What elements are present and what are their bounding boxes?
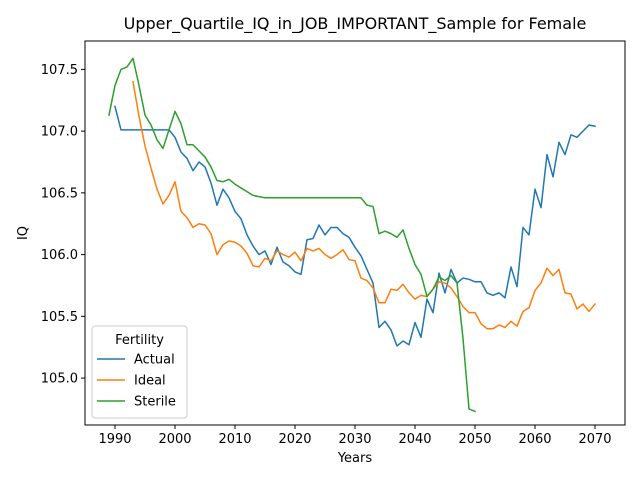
y-tick-label: 107.5 <box>41 63 78 78</box>
y-tick-label: 105.0 <box>41 372 78 387</box>
x-tick-label: 2040 <box>398 432 431 447</box>
x-tick-label: 2060 <box>518 432 551 447</box>
legend-label-sterile: Sterile <box>134 395 176 410</box>
legend-entries: Actual Ideal Sterile <box>97 353 176 410</box>
x-tick-label: 2070 <box>578 432 611 447</box>
legend: Fertility Actual Ideal Sterile <box>91 325 188 419</box>
legend-label-actual: Actual <box>134 353 175 368</box>
series-line-actual <box>114 105 596 347</box>
series-line-sterile <box>108 57 476 413</box>
y-axis-ticks: 105.0 105.5 106.0 106.5 107.0 107.5 <box>41 63 85 387</box>
y-tick-label: 106.5 <box>41 186 78 201</box>
x-tick-label: 2030 <box>338 432 371 447</box>
x-tick-label: 2050 <box>458 432 491 447</box>
x-tick-label: 2020 <box>278 432 311 447</box>
legend-box <box>91 325 188 419</box>
y-tick-label: 105.5 <box>41 310 78 325</box>
x-tick-label: 1990 <box>98 432 131 447</box>
y-axis-label: IQ <box>16 226 31 240</box>
chart-title: Upper_Quartile_IQ_in_JOB_IMPORTANT_Sampl… <box>124 14 587 34</box>
y-tick-label: 107.0 <box>41 125 78 140</box>
legend-label-ideal: Ideal <box>134 374 166 389</box>
x-tick-label: 2010 <box>218 432 251 447</box>
series-line-ideal <box>132 80 597 330</box>
x-axis-ticks: 1990 2000 2010 2020 2030 2040 2050 2060 2070 <box>98 425 612 447</box>
x-tick-label: 2000 <box>158 432 191 447</box>
y-tick-label: 106.0 <box>41 248 78 263</box>
legend-title: Fertility <box>115 333 164 348</box>
series-layer <box>108 57 597 413</box>
x-axis-label: Years <box>337 451 373 466</box>
